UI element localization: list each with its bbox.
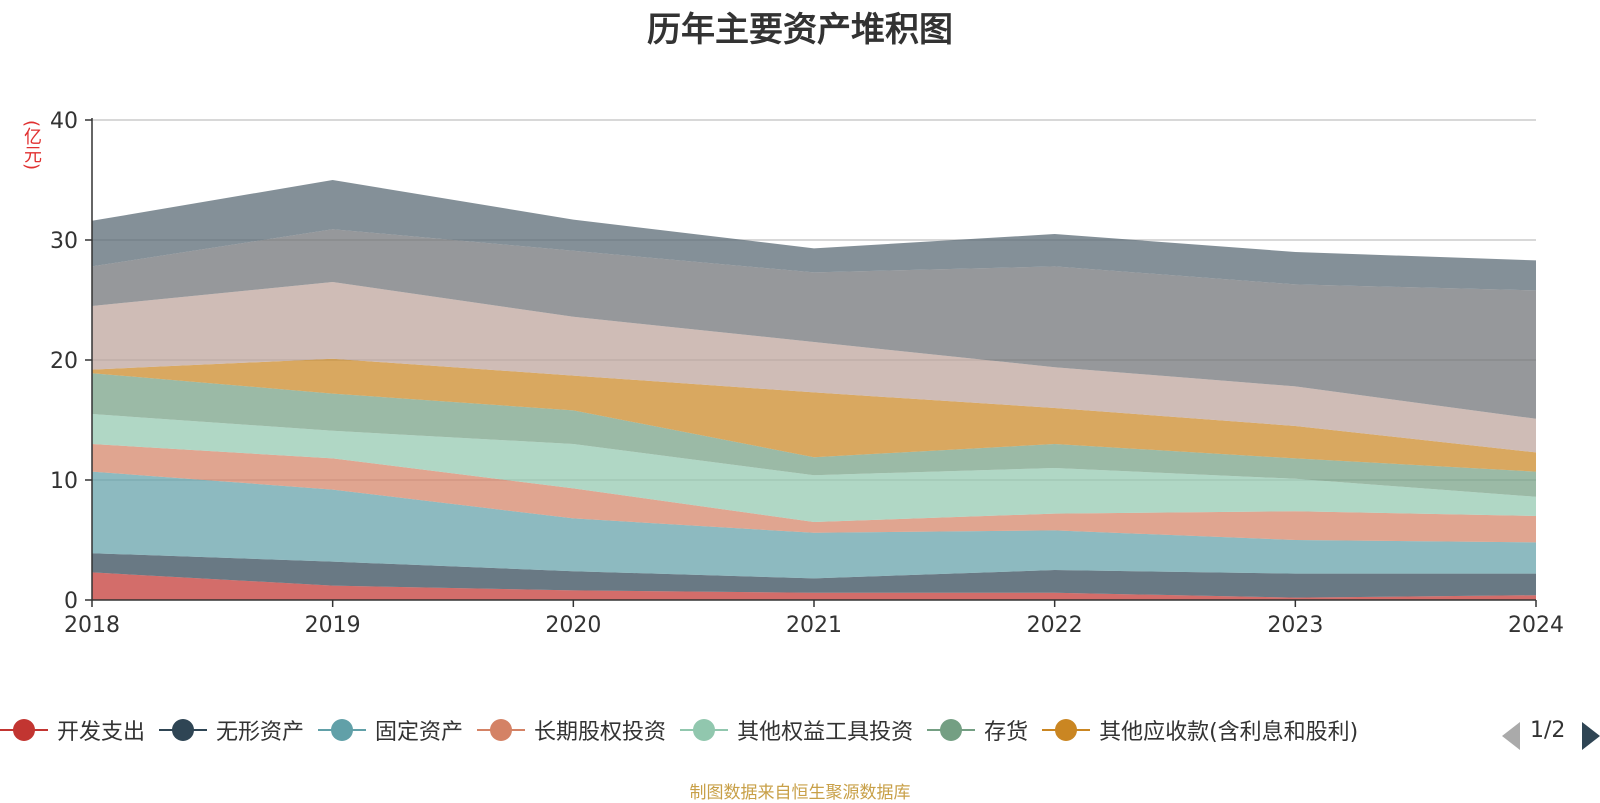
x-tick-label: 2019 (305, 613, 361, 638)
legend-item-label: 无形资产 (216, 720, 305, 745)
legend-marker-icon (159, 718, 208, 742)
legend-next-page-icon[interactable] (1582, 722, 1600, 750)
legend-marker-icon (0, 718, 48, 742)
legend-item[interactable]: 其他应收款(含利息和股利) (1042, 714, 1358, 746)
legend-item-label: 存货 (984, 720, 1029, 745)
legend-marker-icon (680, 718, 729, 742)
y-tick-label: 10 (50, 469, 78, 494)
stacked-area-chart: 0 10 20 30 40 2018 2019 2020 2021 2022 2023 2024 (50, 109, 1564, 638)
legend-marker-icon (477, 718, 526, 742)
legend-item[interactable]: 存货 (927, 714, 1028, 746)
legend-item-label: 固定资产 (375, 720, 464, 745)
legend-item-label: 其他权益工具投资 (737, 720, 914, 745)
legend-item[interactable]: 固定资产 (318, 714, 463, 746)
x-tick-label: 2022 (1027, 613, 1083, 638)
legend-item[interactable]: 开发支出 (0, 714, 145, 746)
area-series[interactable] (92, 358, 1536, 472)
legend-marker-icon (927, 718, 976, 742)
x-tick-label: 2021 (786, 613, 842, 638)
area-series[interactable] (92, 180, 1536, 291)
x-tick-label: 2018 (64, 613, 120, 638)
y-tick-label: 40 (50, 109, 78, 134)
x-tick-label: 2023 (1267, 613, 1323, 638)
legend-marker-icon (318, 718, 367, 742)
legend-pager: 1/2 (1500, 716, 1600, 752)
legend-item-label: 其他应收款(含利息和股利) (1099, 720, 1359, 745)
x-tick-label: 2024 (1508, 613, 1564, 638)
legend-item[interactable]: 无形资产 (159, 714, 304, 746)
data-source-note: 制图数据来自恒生聚源数据库 (689, 783, 911, 803)
area-series[interactable] (92, 229, 1536, 419)
legend-page-indicator: 1/2 (1530, 718, 1566, 743)
x-tick-label: 2020 (545, 613, 601, 638)
area-series[interactable] (92, 553, 1536, 598)
legend-item[interactable]: 其他权益工具投资 (680, 714, 913, 746)
area-series[interactable] (92, 471, 1536, 579)
legend-item[interactable]: 长期股权投资 (477, 714, 666, 746)
area-series[interactable] (92, 572, 1536, 600)
legend-marker-icon (1042, 718, 1091, 742)
y-axis-unit: (亿元) (21, 120, 42, 171)
area-series[interactable] (92, 444, 1536, 543)
legend-prev-page-icon[interactable] (1502, 722, 1520, 750)
area-series[interactable] (92, 373, 1536, 497)
area-series[interactable] (92, 414, 1536, 522)
area-series[interactable] (92, 282, 1536, 453)
chart-title: 历年主要资产堆积图 (647, 10, 953, 50)
legend: 开发支出 无形资产 固定资产 长期股权投资 其他权益工具投资 存货 其他应收款(含利息和股利… (0, 714, 1480, 754)
y-tick-label: 20 (50, 349, 78, 374)
legend-item-label: 长期股权投资 (534, 720, 667, 745)
y-tick-label: 30 (50, 229, 78, 254)
y-tick-label: 0 (64, 589, 78, 614)
legend-item-label: 开发支出 (57, 720, 146, 745)
